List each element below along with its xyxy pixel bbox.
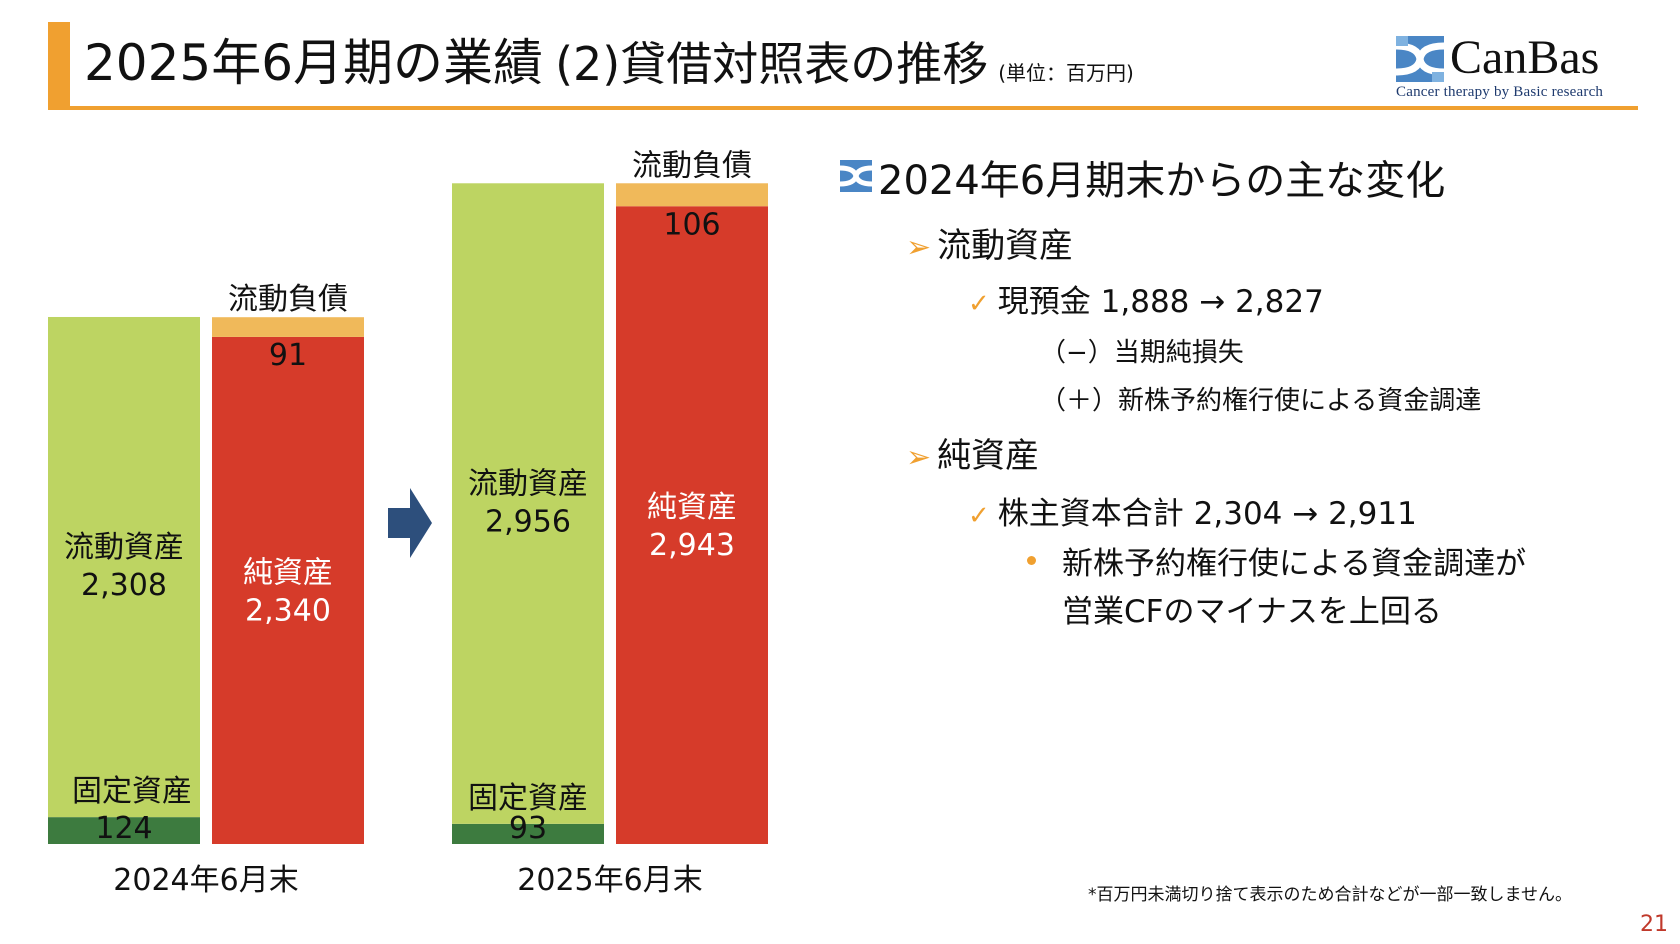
canbas-logo: CanBas Cancer therapy by Basic research <box>1396 31 1636 106</box>
current-assets-title: 流動資産 <box>937 226 1074 266</box>
title-main: 2025年6月期の業績 <box>84 34 544 92</box>
check-icon: ✓ <box>968 289 990 319</box>
bar-2025-fixed-assets <box>452 823 604 844</box>
equity-change-text: 株主資本合計 2,304 → 2,911 <box>997 496 1417 532</box>
current-assets-heading: ➢ 流動資産 <box>906 218 1073 267</box>
bar-2024-current-liabilities <box>212 317 364 337</box>
label-2025-fixed-assets-name: 固定資産 <box>468 781 588 816</box>
label-2025-current-assets-value: 2,956 <box>485 505 571 540</box>
cash-change-item: ✓ 現預金 1,888 → 2,827 <box>968 276 1324 321</box>
bar-2024-current-assets <box>48 316 200 818</box>
title-accent-bar <box>48 22 70 110</box>
logo-tagline: Cancer therapy by Basic research <box>1396 84 1604 100</box>
canbas-logo-icon <box>1396 36 1444 82</box>
bar-2025-net-assets <box>616 206 768 845</box>
label-2025-net-assets-value: 2,943 <box>649 528 735 563</box>
label-2024-current-liabilities-name: 流動負債 <box>228 282 348 317</box>
label-2024-current-assets-name: 流動資産 <box>64 530 184 565</box>
label-2025-current-liabilities-name: 流動負債 <box>632 148 752 183</box>
equity-change-item: ✓ 株主資本合計 2,304 → 2,911 <box>968 488 1417 533</box>
period-label-2025: 2025年6月末 <box>517 863 702 898</box>
section-bullet-icon <box>840 160 872 192</box>
logo-wordmark: CanBas <box>1450 31 1600 84</box>
label-2025-net-assets-name: 純資産 <box>647 490 737 525</box>
bullet-dot-icon <box>1027 556 1036 565</box>
label-2025-current-assets-name: 流動資産 <box>468 467 588 502</box>
label-2024-net-assets-name: 純資産 <box>243 555 333 590</box>
changes-heading: 2024年6月期末からの主な変化 <box>878 158 1446 204</box>
net-assets-note-line-1: 新株予約権行使による資金調達が <box>1062 546 1527 582</box>
page-title: 2025年6月期の業績 (2)貸借対照表の推移 (単位：百万円) <box>84 30 1134 106</box>
net-loss-item: （−）当期純損失 <box>1040 338 1244 368</box>
bar-2025-current-liabilities <box>616 183 768 207</box>
title-underline <box>48 106 1638 110</box>
label-2024-fixed-assets-value: 124 <box>95 811 152 846</box>
period-label-2024: 2024年6月末 <box>113 863 298 898</box>
title-unit: (単位：百万円) <box>998 61 1134 85</box>
footnote: *百万円未満切り捨て表示のため合計などが一部一致しません。 <box>1088 885 1572 905</box>
title-subtitle: (2)貸借対照表の推移 <box>555 37 989 91</box>
net-assets-note: 新株予約権行使による資金調達が 営業CFのマイナスを上回る <box>1062 540 1526 636</box>
label-2024-fixed-assets-name: 固定資産 <box>72 774 192 809</box>
label-2025-fixed-assets-value: 93 <box>509 811 547 846</box>
bar-2024-fixed-assets <box>48 817 200 844</box>
page-number: 21 <box>1640 912 1668 937</box>
label-2025-current-liabilities-value: 106 <box>663 207 720 242</box>
transition-arrow-icon <box>388 488 432 558</box>
financing-item: （＋）新株予約権行使による資金調達 <box>1040 386 1482 416</box>
bar-2024-net-assets <box>212 336 364 844</box>
net-assets-note-line-2: 営業CFのマイナスを上回る <box>1062 594 1442 630</box>
label-2024-net-assets-value: 2,340 <box>245 593 331 628</box>
label-2024-current-liabilities-value: 91 <box>269 338 307 373</box>
triangle-arrow-icon: ➢ <box>906 440 932 475</box>
bar-2025-current-assets <box>452 183 604 824</box>
label-2024-current-assets-value: 2,308 <box>81 568 167 603</box>
net-assets-heading: ➢ 純資産 <box>906 428 1039 477</box>
net-assets-title: 純資産 <box>937 436 1040 476</box>
cash-change-text: 現預金 1,888 → 2,827 <box>997 284 1324 320</box>
check-icon: ✓ <box>968 501 990 531</box>
triangle-arrow-icon: ➢ <box>906 230 932 265</box>
